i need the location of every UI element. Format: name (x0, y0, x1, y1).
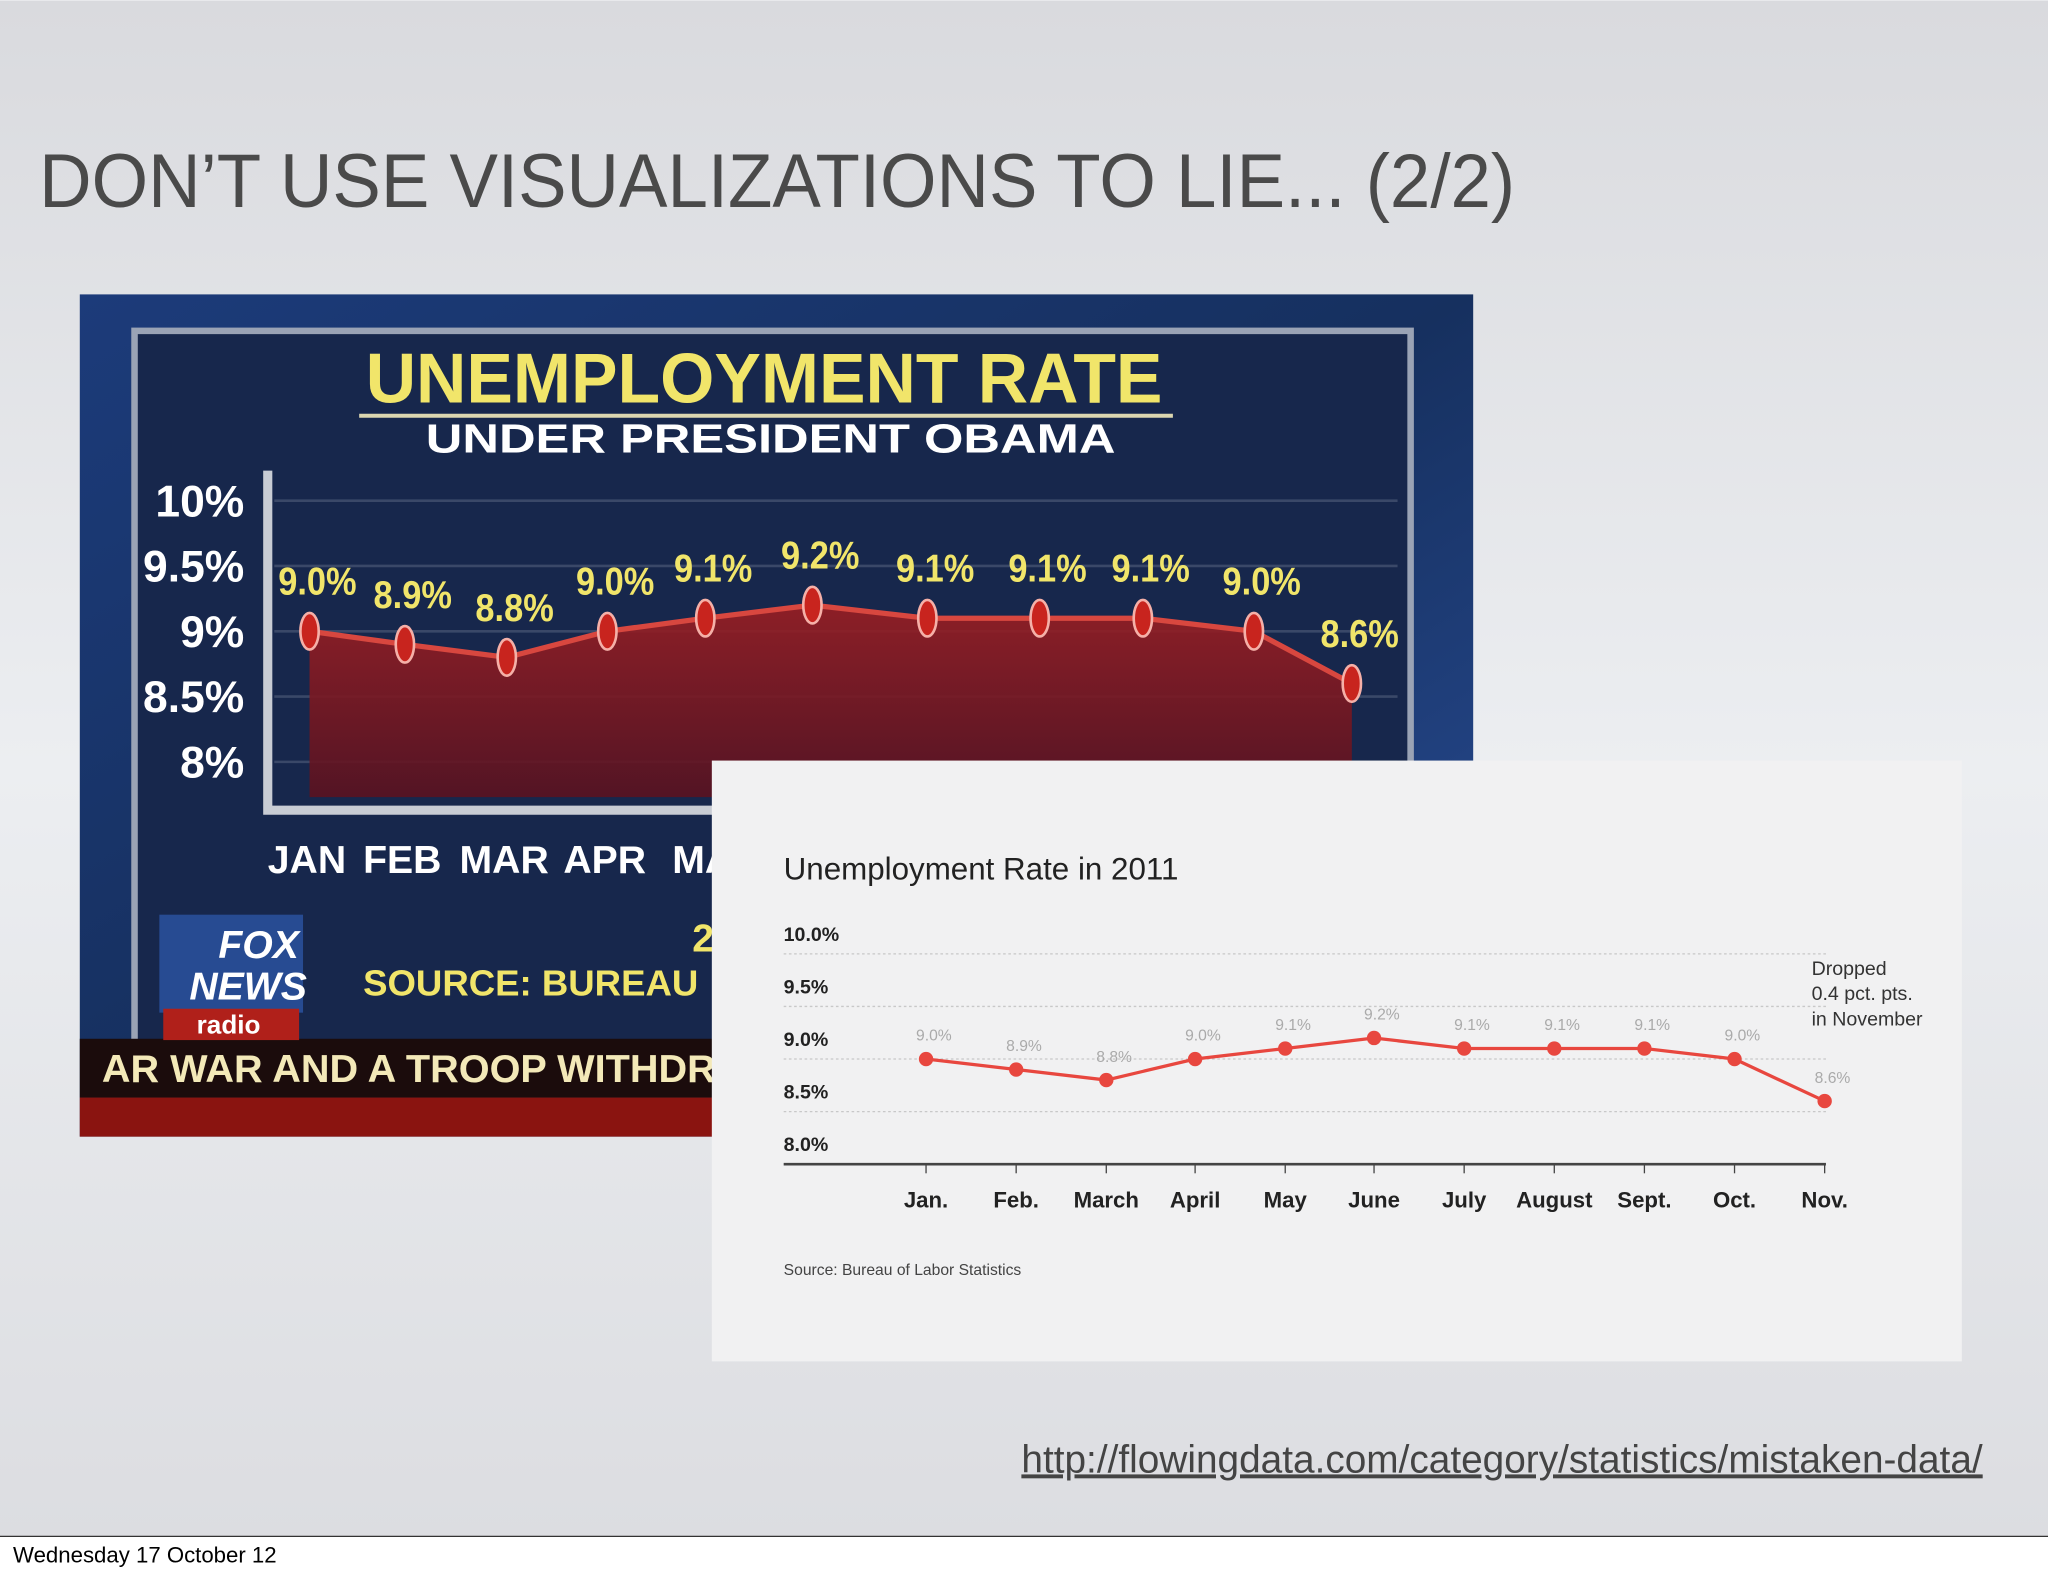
fox-point (801, 585, 823, 625)
fox-y-tick-label: 8% (180, 739, 244, 788)
point (1008, 1062, 1024, 1077)
fox-value-label: 9.1% (674, 548, 752, 591)
value-label: 9.2% (1364, 1007, 1400, 1024)
point (1637, 1041, 1652, 1056)
fox-value-label: 9.0% (278, 561, 356, 604)
flowingdata-chart: Unemployment Rate in 2011 10.0% 9.5% 9.0% 8.… (711, 760, 1962, 1362)
fox-source: SOURCE: BUREAU (363, 963, 698, 1004)
value-label: 9.0% (1185, 1028, 1221, 1045)
x-tick-label: Sept. (1617, 1187, 1671, 1212)
value-label: 9.1% (1634, 1017, 1670, 1034)
value-label: 9.0% (1725, 1028, 1761, 1045)
fox-y-tick-label: 8.5% (143, 673, 244, 722)
x-tick-label: May (1264, 1187, 1308, 1212)
fox-point (394, 624, 416, 664)
point (1278, 1041, 1293, 1056)
fox-title: UNEMPLOYMENT RATE (366, 339, 1163, 418)
x-tick-label: April (1170, 1187, 1221, 1212)
fox-logo-tag: radio (197, 1010, 261, 1040)
fox-point (1132, 598, 1154, 638)
fox-partial: 2 (692, 917, 714, 960)
chart-title: Unemployment Rate in 2011 (784, 851, 1179, 886)
x-tick-label: Jan. (904, 1187, 948, 1212)
fox-value-label: 9.2% (781, 535, 859, 578)
fox-logo-text: NEWS (189, 966, 307, 1009)
point (1817, 1093, 1832, 1109)
chart-source: Source: Bureau of Labor Statistics (784, 1262, 1022, 1279)
fox-point (1341, 663, 1363, 704)
value-label: 9.1% (1275, 1017, 1311, 1034)
fox-point (694, 598, 716, 638)
value-label: 8.9% (1006, 1038, 1042, 1055)
x-tick-label: March (1074, 1187, 1139, 1212)
point (1456, 1041, 1472, 1056)
y-tick-label: 9.5% (784, 976, 829, 998)
fox-point (496, 637, 518, 677)
fox-value-label: 8.8% (475, 587, 553, 630)
fox-value-label: 9.1% (1008, 548, 1086, 591)
x-tick-label: Feb. (993, 1187, 1039, 1212)
y-tick-label: 8.0% (784, 1134, 829, 1156)
source-url[interactable]: http://flowingdata.com/category/statisti… (1021, 1438, 1982, 1481)
point (918, 1051, 934, 1067)
annotation: 0.4 pct. pts. (1812, 983, 1913, 1005)
fox-value-label: 9.0% (576, 561, 654, 604)
fox-point (916, 598, 938, 638)
fox-x-tick-label: FEB (363, 839, 441, 882)
fox-area (309, 605, 1352, 798)
x-tick-label: Nov. (1801, 1187, 1847, 1212)
annotation: Dropped (1812, 958, 1887, 980)
value-label: 9.0% (916, 1028, 952, 1045)
fox-x-tick-label: MAR (460, 839, 549, 882)
fox-y-tick-label: 9% (180, 608, 244, 657)
point (1366, 1030, 1382, 1046)
footer-date: Wednesday 17 October 12 (13, 1543, 277, 1568)
fox-y-tick-label: 9.5% (143, 543, 244, 592)
slide-title: DON’T USE VISUALIZATIONS TO LIE... (2/2) (39, 139, 1515, 224)
value-label: 9.1% (1454, 1017, 1490, 1034)
fox-x-tick-label: JAN (268, 839, 346, 882)
fox-ticker: AR WAR AND A TROOP WITHDR (102, 1048, 716, 1091)
fox-point (299, 611, 320, 651)
fox-x-tick-label: APR (563, 839, 646, 882)
value-label: 8.6% (1815, 1070, 1851, 1087)
fox-logo-box (159, 914, 304, 1013)
fox-subtitle: UNDER PRESIDENT OBAMA (426, 415, 1116, 461)
fox-value-label: 9.1% (896, 548, 974, 591)
y-tick-label: 10.0% (784, 924, 840, 946)
fox-value-label: 9.0% (1223, 561, 1301, 604)
x-tick-label: June (1348, 1187, 1400, 1212)
y-tick-label: 9.0% (784, 1029, 829, 1051)
x-tick-label: August (1516, 1187, 1593, 1212)
x-tick-label: July (1442, 1187, 1487, 1212)
point (1099, 1072, 1114, 1088)
fox-value-label: 8.9% (374, 574, 452, 617)
point (1727, 1051, 1742, 1067)
fox-y-tick-label: 10% (155, 477, 244, 526)
fox-logo-text: FOX (218, 924, 301, 967)
value-label: 9.1% (1544, 1017, 1580, 1034)
fox-value-label: 8.6% (1320, 613, 1398, 656)
fox-logo-tag-box (163, 1008, 300, 1041)
y-tick-label: 8.5% (784, 1082, 829, 1104)
point (1547, 1041, 1562, 1056)
fox-point (1029, 598, 1051, 638)
fox-value-label: 9.1% (1112, 548, 1190, 591)
value-label: 8.8% (1096, 1049, 1132, 1066)
fox-point (596, 611, 618, 651)
annotation: in November (1812, 1009, 1923, 1031)
x-tick-label: Oct. (1713, 1187, 1756, 1212)
fox-point (1243, 611, 1265, 651)
point (1187, 1051, 1203, 1067)
